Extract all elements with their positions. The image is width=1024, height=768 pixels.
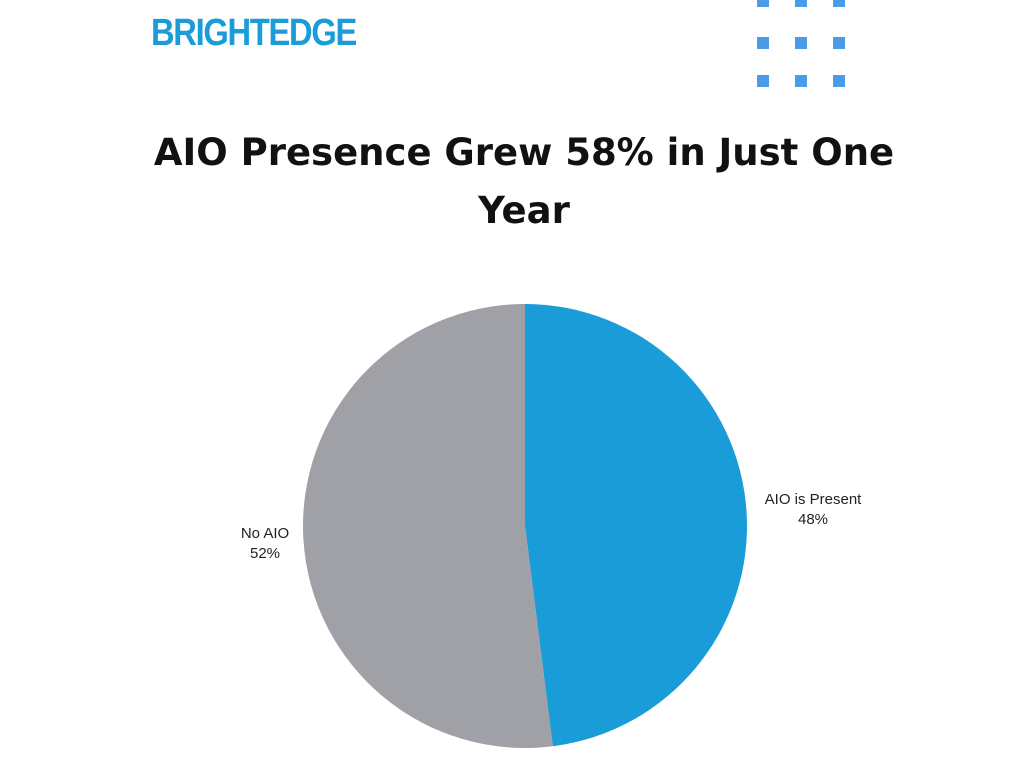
chart-title: AIO Presence Grew 58% in Just One Year [153, 131, 895, 232]
decorative-dot [795, 0, 807, 7]
pie-label-aio-is-present: AIO is Present [765, 491, 863, 508]
decorative-dot [757, 0, 769, 7]
decorative-dot [833, 75, 845, 87]
decorative-dot [795, 37, 807, 49]
decorative-dot [833, 0, 845, 7]
decorative-dot [795, 75, 807, 87]
pie-value-no-aio: 52% [250, 545, 280, 562]
brightedge-logo: BRIGHTEDGE [151, 12, 357, 54]
pie-value-aio-is-present: 48% [798, 511, 828, 528]
decorative-dot [757, 37, 769, 49]
decorative-dot-grid [757, 0, 849, 91]
pie-slice-no-aio [303, 304, 553, 748]
pie-slice-aio-is-present [525, 304, 748, 747]
decorative-dot [833, 37, 845, 49]
decorative-dot [757, 75, 769, 87]
pie-label-no-aio: No AIO [241, 525, 289, 542]
